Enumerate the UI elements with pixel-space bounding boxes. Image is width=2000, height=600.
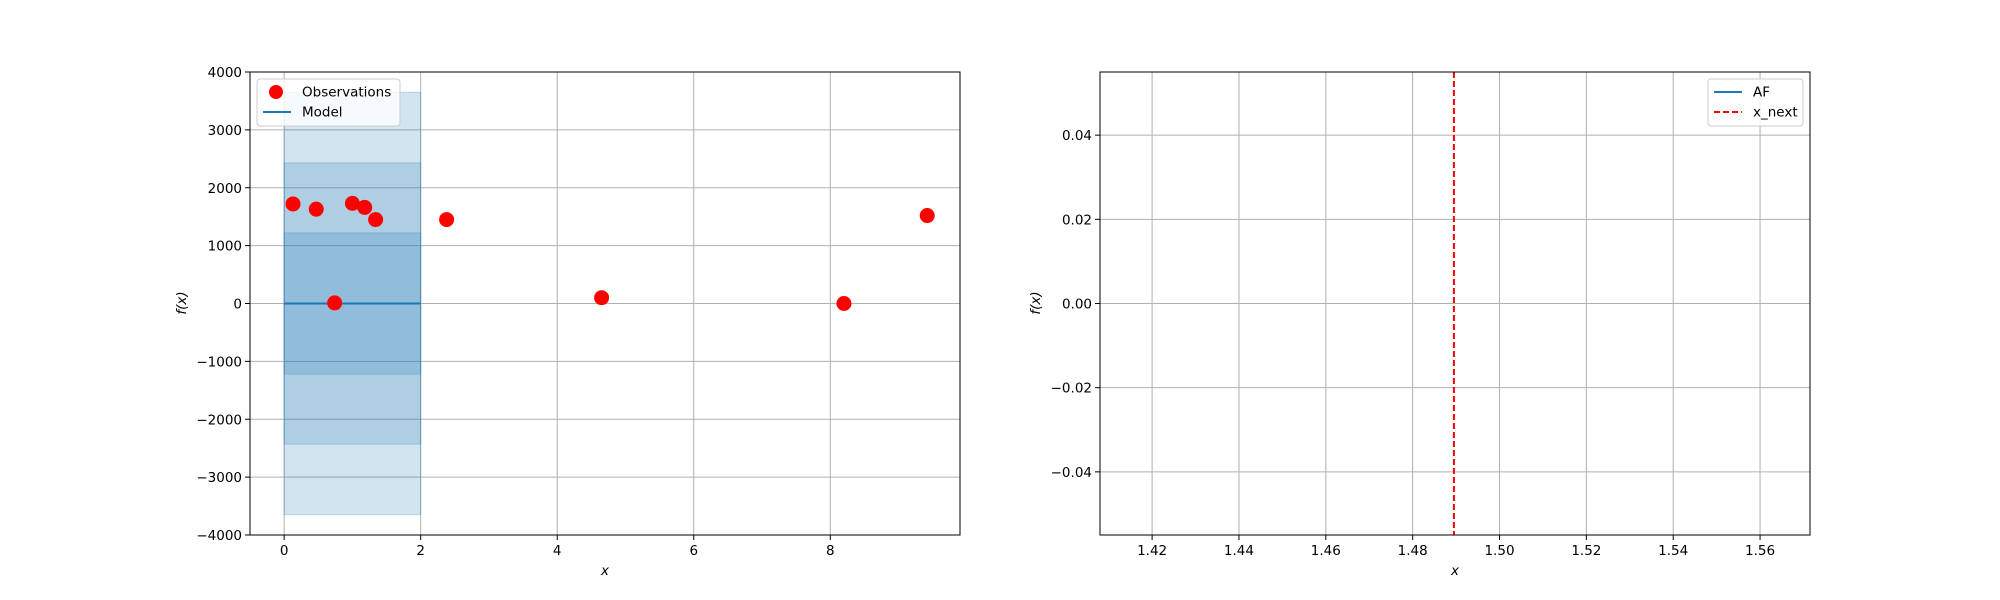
legend: AF x_next xyxy=(1707,78,1804,127)
x-tick-label: 1.48 xyxy=(1398,543,1428,559)
x-axis-label: x xyxy=(600,563,610,579)
x-axis-ticks: 0 2 4 6 8 xyxy=(280,535,835,559)
y-tick-label: −0.02 xyxy=(1051,381,1092,397)
y-tick-label: −4000 xyxy=(196,528,242,544)
y-axis-label: f(x) xyxy=(174,291,190,314)
x-tick-label: 1.54 xyxy=(1658,543,1688,559)
observation-point xyxy=(357,199,373,215)
x-tick-label: 1.56 xyxy=(1745,543,1775,559)
x-tick-label: 4 xyxy=(553,543,562,559)
observations-legend-marker xyxy=(269,85,283,99)
x-tick-label: 2 xyxy=(416,543,425,559)
legend-label-af: AF xyxy=(1753,85,1770,101)
x-tick-label: 1.50 xyxy=(1484,543,1514,559)
legend-box xyxy=(256,78,401,127)
observation-point xyxy=(368,212,384,228)
x-axis-ticks: 1.42 1.44 1.46 1.48 1.50 1.52 1.54 1.56 xyxy=(1137,535,1775,559)
observation-point xyxy=(327,295,343,311)
y-tick-label: 4000 xyxy=(208,65,242,81)
legend: Observations Model xyxy=(256,78,401,127)
y-tick-label: −0.04 xyxy=(1051,465,1092,481)
y-tick-label: 0.04 xyxy=(1062,128,1092,144)
y-tick-label: −2000 xyxy=(196,412,242,428)
legend-label-x-next: x_next xyxy=(1753,105,1798,121)
observation-point xyxy=(308,201,324,217)
observation-point xyxy=(344,195,360,211)
y-axis-label: f(x) xyxy=(1028,291,1044,314)
x-tick-label: 6 xyxy=(689,543,698,559)
y-tick-label: 0.00 xyxy=(1062,297,1092,313)
legend-label-model: Model xyxy=(302,105,343,121)
y-tick-label: 3000 xyxy=(208,123,242,139)
x-tick-label: 1.42 xyxy=(1137,543,1167,559)
observation-point xyxy=(285,196,301,212)
x-tick-label: 0 xyxy=(280,543,289,559)
observation-point xyxy=(836,296,852,311)
acquisition-function-plot: 1.42 1.44 1.46 1.48 1.50 1.52 1.54 1.56 −0.04−0… xyxy=(1028,71,1811,579)
y-tick-label: −1000 xyxy=(196,354,242,370)
grid-lines xyxy=(1100,72,1810,535)
legend-box xyxy=(1707,78,1804,127)
y-tick-label: −3000 xyxy=(196,470,242,486)
observations-model-plot: 0 2 4 6 8 −4000 −3000 −2000 −1000 0 1000 2000 3000 4… xyxy=(174,65,961,579)
observation-point xyxy=(439,212,455,228)
y-tick-label: 0.02 xyxy=(1062,212,1092,228)
observation-point xyxy=(919,208,935,224)
x-tick-label: 1.52 xyxy=(1571,543,1601,559)
y-tick-label: 0 xyxy=(233,297,242,313)
legend-label-observations: Observations xyxy=(302,85,391,101)
x-tick-label: 8 xyxy=(826,543,835,559)
observation-point xyxy=(594,290,610,306)
x-axis-label: x xyxy=(1450,563,1460,579)
observation-points xyxy=(285,195,935,311)
y-axis-ticks: −0.04 −0.02 0.00 0.02 0.04 xyxy=(1051,128,1100,481)
y-tick-label: 2000 xyxy=(208,181,242,197)
y-axis-ticks: −4000 −3000 −2000 −1000 0 1000 2000 3000 4000 xyxy=(196,65,250,544)
x-tick-label: 1.46 xyxy=(1311,543,1341,559)
x-tick-label: 1.44 xyxy=(1224,543,1254,559)
y-tick-label: 1000 xyxy=(208,239,242,255)
